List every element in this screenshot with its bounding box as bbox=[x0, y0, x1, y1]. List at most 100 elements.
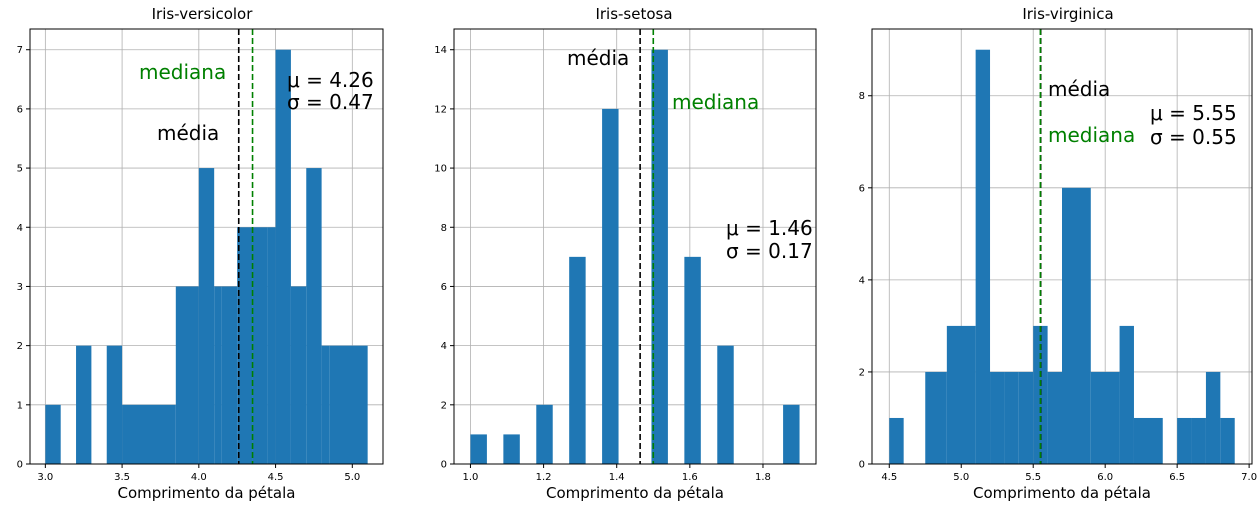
histogram-bar bbox=[175, 286, 199, 464]
x-tick-label: 1.4 bbox=[609, 472, 625, 483]
x-tick-label: 1.0 bbox=[463, 472, 479, 483]
y-tick-label: 0 bbox=[441, 460, 447, 471]
x-axis-label: Comprimento da pétala bbox=[973, 484, 1151, 502]
histogram-bar bbox=[1018, 371, 1034, 464]
x-tick-label: 4.5 bbox=[268, 472, 284, 483]
x-tick-label: 1.2 bbox=[536, 472, 552, 483]
histogram-bar bbox=[1191, 417, 1206, 464]
histogram-bar bbox=[122, 404, 176, 464]
x-tick-label: 6.0 bbox=[1097, 472, 1113, 483]
y-tick-label: 4 bbox=[17, 223, 23, 234]
histogram-bar bbox=[470, 434, 487, 464]
y-tick-label: 8 bbox=[441, 223, 447, 234]
chart-setosa-svg: 1.0 1.2 1.4 1.6 1.8 0 2 4 6 8 10 12 14 Iris-setosa Com… bbox=[434, 5, 817, 502]
plot-frame bbox=[29, 28, 384, 465]
histogram-bar bbox=[198, 168, 215, 464]
histogram-bar bbox=[329, 345, 368, 464]
x-tick-label: 6.5 bbox=[1169, 472, 1185, 483]
y-tick-label: 8 bbox=[859, 91, 865, 102]
chart-title: Iris-setosa bbox=[595, 5, 672, 23]
y-tick-label: 0 bbox=[17, 460, 23, 471]
x-tick-label: 5.0 bbox=[344, 472, 360, 483]
histogram-bar bbox=[1047, 371, 1062, 464]
chart-title: Iris-versicolor bbox=[152, 5, 254, 23]
histogram-bar bbox=[106, 345, 123, 464]
y-tick-label: 7 bbox=[17, 45, 23, 56]
median-annotation: mediana bbox=[1048, 123, 1135, 147]
mu-annotation: μ = 1.46 bbox=[726, 216, 813, 240]
y-tick-label: 6 bbox=[441, 282, 447, 293]
mean-annotation: média bbox=[1048, 77, 1110, 101]
x-axis-label: Comprimento da pétala bbox=[118, 484, 296, 502]
x-tick-label: 3.0 bbox=[37, 472, 53, 483]
histogram-bar bbox=[267, 227, 276, 464]
chart-title: Iris-virginica bbox=[1022, 5, 1113, 23]
chart-versicolor: 3.0 3.5 4.0 4.5 5.0 0 1 2 3 4 5 6 7 Iris-versicolor Co… bbox=[0, 0, 400, 508]
chart-versicolor-svg: 3.0 3.5 4.0 4.5 5.0 0 1 2 3 4 5 6 7 Iris-versicolor Co… bbox=[17, 5, 384, 502]
histogram-bar bbox=[321, 345, 330, 464]
histogram-bar bbox=[975, 49, 991, 464]
y-tick-label: 1 bbox=[17, 400, 23, 411]
histogram-bar bbox=[1133, 417, 1163, 464]
y-tick-label: 14 bbox=[434, 45, 447, 56]
histogram-bar bbox=[602, 108, 619, 465]
histogram-bar bbox=[503, 434, 520, 464]
median-annotation: mediana bbox=[139, 60, 226, 84]
y-tick-label: 4 bbox=[859, 275, 865, 286]
plot-frame bbox=[871, 28, 1253, 465]
histogram-bar bbox=[536, 404, 553, 464]
histogram-bar bbox=[1004, 371, 1019, 464]
histogram-bar bbox=[45, 404, 61, 464]
mu-annotation: μ = 5.55 bbox=[1150, 101, 1237, 125]
histogram-bar bbox=[946, 325, 976, 464]
x-tick-label: 1.6 bbox=[682, 472, 698, 483]
y-tick-label: 2 bbox=[441, 400, 447, 411]
x-tick-label: 4.5 bbox=[881, 472, 897, 483]
y-tick-label: 6 bbox=[859, 183, 865, 194]
histogram-bar bbox=[214, 286, 222, 464]
histogram-bar bbox=[1119, 325, 1134, 464]
histogram-bar bbox=[1090, 371, 1120, 464]
y-tick-label: 0 bbox=[859, 460, 865, 471]
histogram-bar bbox=[925, 371, 947, 464]
sigma-annotation: σ = 0.17 bbox=[726, 239, 813, 263]
plot-frame bbox=[453, 28, 817, 465]
x-tick-label: 7.0 bbox=[1241, 472, 1257, 483]
histogram-bar bbox=[290, 286, 307, 464]
sigma-annotation: σ = 0.47 bbox=[287, 90, 374, 114]
x-tick-label: 5.5 bbox=[1025, 472, 1041, 483]
histogram-bar bbox=[651, 49, 668, 464]
y-tick-label: 10 bbox=[434, 164, 447, 175]
histogram-bar bbox=[889, 417, 904, 464]
histogram-bar bbox=[569, 256, 586, 464]
mu-annotation: μ = 4.26 bbox=[287, 68, 374, 92]
histogram-bar bbox=[275, 49, 291, 464]
x-tick-label: 1.8 bbox=[755, 472, 771, 483]
chart-virginica: 4.5 5.0 5.5 6.0 6.5 7.0 0 2 4 6 8 Iris-virginica Com… bbox=[840, 0, 1260, 508]
y-tick-label: 3 bbox=[17, 282, 23, 293]
histogram-bar bbox=[306, 168, 322, 464]
histogram-bar bbox=[1062, 187, 1091, 465]
x-axis-label: Comprimento da pétala bbox=[546, 484, 724, 502]
histogram-bar bbox=[1205, 371, 1221, 464]
histogram-bar bbox=[717, 345, 734, 464]
y-tick-label: 5 bbox=[17, 164, 23, 175]
histogram-bar bbox=[76, 345, 92, 464]
chart-virginica-svg: 4.5 5.0 5.5 6.0 6.5 7.0 0 2 4 6 8 Iris-virginica Com… bbox=[859, 5, 1257, 502]
x-tick-label: 3.5 bbox=[114, 472, 130, 483]
mean-annotation: média bbox=[157, 121, 219, 145]
histogram-bar bbox=[221, 286, 238, 464]
histogram-bar bbox=[684, 256, 701, 464]
x-tick-label: 4.0 bbox=[191, 472, 207, 483]
histogram-bar bbox=[252, 227, 268, 464]
histogram-bar bbox=[1177, 417, 1192, 464]
histogram-bar bbox=[990, 371, 1005, 464]
y-tick-label: 12 bbox=[434, 104, 447, 115]
mean-annotation: média bbox=[567, 46, 629, 70]
median-annotation: mediana bbox=[672, 90, 759, 114]
histogram-bar bbox=[237, 227, 253, 464]
sigma-annotation: σ = 0.55 bbox=[1150, 125, 1237, 149]
chart-setosa: 1.0 1.2 1.4 1.6 1.8 0 2 4 6 8 10 12 14 Iris-setosa Com… bbox=[420, 0, 840, 508]
y-tick-label: 2 bbox=[17, 341, 23, 352]
histogram-bar bbox=[783, 404, 800, 464]
